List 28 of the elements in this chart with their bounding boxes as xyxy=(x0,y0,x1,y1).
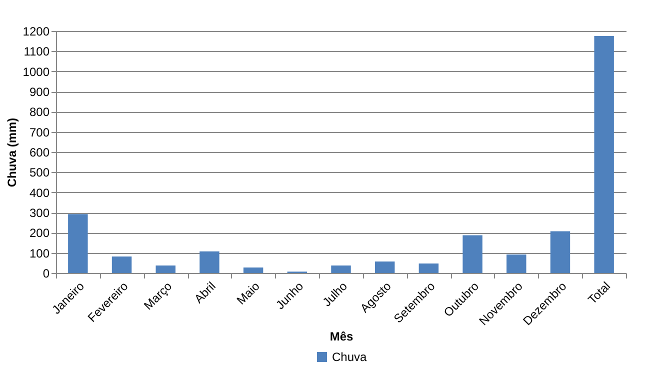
bar xyxy=(112,256,132,273)
y-tick-label: 0 xyxy=(42,266,50,280)
y-tick-label: 600 xyxy=(29,146,50,160)
bar xyxy=(243,268,264,273)
y-tick-label: 1200 xyxy=(22,24,50,38)
bar xyxy=(462,235,482,273)
bar xyxy=(200,251,220,273)
y-tick-label: 400 xyxy=(29,186,50,200)
y-tick-label: 100 xyxy=(29,246,50,260)
bar xyxy=(156,266,176,273)
y-tick-label: 300 xyxy=(29,206,50,220)
legend-label: Chuva xyxy=(332,350,368,364)
bar xyxy=(506,254,526,273)
y-tick-label: 200 xyxy=(29,226,50,240)
y-tick-label: 800 xyxy=(29,105,50,120)
y-tick-label: 700 xyxy=(29,125,50,140)
bar xyxy=(374,262,395,273)
bar xyxy=(550,231,570,273)
bar xyxy=(418,264,439,273)
y-axis-title: Chuva (mm) xyxy=(4,118,19,188)
bar xyxy=(594,36,614,273)
x-axis-title: Mês xyxy=(330,329,354,344)
y-tick-label: 1100 xyxy=(24,44,50,59)
y-tick-label: 900 xyxy=(29,85,50,99)
bar xyxy=(331,266,351,273)
y-tick-label: 1000 xyxy=(22,64,50,79)
y-tick-label: 500 xyxy=(29,166,50,180)
bar xyxy=(68,214,88,273)
